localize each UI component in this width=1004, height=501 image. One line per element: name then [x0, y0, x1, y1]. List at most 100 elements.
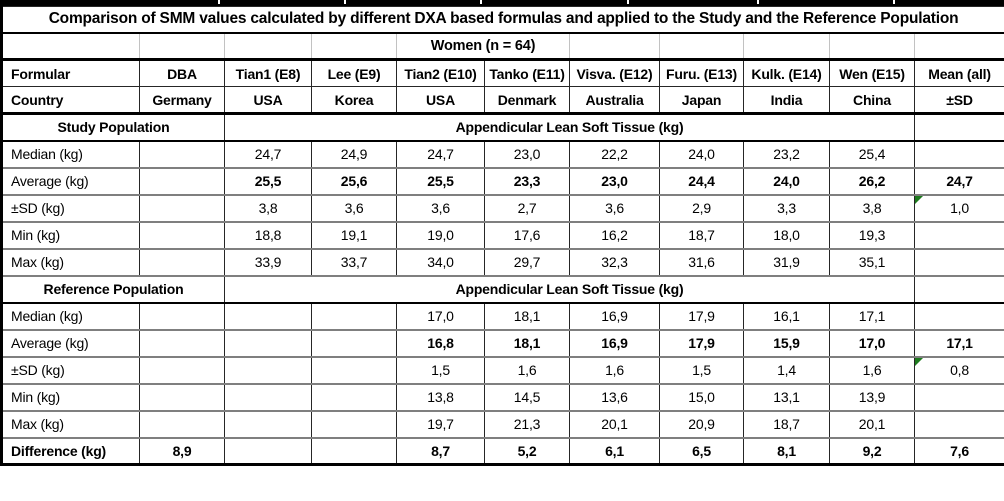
value-cell — [311, 328, 397, 358]
value-cell: 34,0 — [396, 247, 485, 277]
value-cell — [224, 355, 312, 385]
value-cell: 32,3 — [569, 247, 660, 277]
reference-max-row: Max (kg) 19,7 21,3 20,1 20,9 18,7 20,1 — [1, 409, 1004, 439]
value-cell: 18,7 — [659, 220, 744, 250]
formula-header-cell: Kulk. (E14) — [743, 59, 830, 87]
value-cell: 20,9 — [659, 409, 744, 439]
row-label-cell: Max (kg) — [1, 247, 140, 277]
value-cell: 17,9 — [659, 301, 744, 331]
value-cell: 17,0 — [396, 301, 485, 331]
value-cell — [139, 220, 225, 250]
country-header-row: Country Germany USA Korea USA Denmark Au… — [1, 86, 1004, 115]
row-label-cell: Min (kg) — [1, 382, 140, 412]
subtitle-women-cell: Women (n = 64) — [396, 32, 570, 61]
value-cell: 8,7 — [396, 436, 485, 465]
mean-value-cell — [913, 382, 1004, 412]
value-cell: 22,2 — [569, 139, 660, 169]
gridline-tick — [218, 0, 220, 4]
value-cell: 18,1 — [484, 301, 570, 331]
reference-median-row: Median (kg) 17,0 18,1 16,9 17,9 16,1 17,… — [1, 301, 1004, 331]
value-cell — [139, 193, 225, 223]
formula-header-cell: DBA — [139, 59, 225, 87]
value-cell: 17,0 — [829, 328, 915, 358]
value-cell: 33,9 — [224, 247, 312, 277]
mean-value-cell: 17,1 — [913, 328, 1004, 358]
country-cell: China — [829, 86, 915, 115]
row-label-cell: Median (kg) — [1, 301, 140, 331]
value-cell: 6,5 — [659, 436, 744, 465]
mean-value-cell: 24,7 — [913, 166, 1004, 196]
value-cell: 21,3 — [484, 409, 570, 439]
row-label-cell: Max (kg) — [1, 409, 140, 439]
value-cell — [139, 139, 225, 169]
value-cell: 1,5 — [659, 355, 744, 385]
mean-value-cell — [913, 139, 1004, 169]
value-cell: 6,1 — [569, 436, 660, 465]
value-cell: 25,4 — [829, 139, 915, 169]
study-sd-row: ±SD (kg) 3,8 3,6 3,6 2,7 3,6 2,9 3,3 3,8… — [1, 193, 1004, 223]
country-header-label: Country — [1, 86, 140, 115]
table-title-row: Comparison of SMM values calculated by d… — [0, 6, 1004, 34]
value-cell: 16,9 — [569, 301, 660, 331]
value-cell: 23,0 — [569, 166, 660, 196]
value-cell: 15,0 — [659, 382, 744, 412]
value-cell — [224, 328, 312, 358]
row-label-cell: Average (kg) — [1, 166, 140, 196]
value-cell: 24,7 — [224, 139, 312, 169]
value-cell: 20,1 — [569, 409, 660, 439]
formula-header-cell: Tian2 (E10) — [396, 59, 485, 87]
section-label-cell: Study Population — [1, 112, 225, 142]
formula-header-row: Formular DBA Tian1 (E8) Lee (E9) Tian2 (… — [1, 59, 1004, 87]
value-cell — [311, 355, 397, 385]
row-label-cell: Difference (kg) — [1, 436, 140, 465]
value-cell — [311, 436, 397, 465]
empty-cell — [139, 32, 225, 61]
value-cell: 13,1 — [743, 382, 830, 412]
value-cell: 24,0 — [659, 139, 744, 169]
value-cell: 19,1 — [311, 220, 397, 250]
value-cell: 24,7 — [396, 139, 485, 169]
difference-row: Difference (kg) 8,9 8,7 5,2 6,1 6,5 8,1 … — [1, 436, 1004, 465]
value-cell: 13,6 — [569, 382, 660, 412]
value-cell: 19,7 — [396, 409, 485, 439]
mean-value-cell — [913, 301, 1004, 331]
value-cell: 24,9 — [311, 139, 397, 169]
value-cell: 13,8 — [396, 382, 485, 412]
empty-cell — [913, 32, 1004, 61]
gridline-tick — [344, 0, 346, 4]
value-cell: 23,3 — [484, 166, 570, 196]
country-cell: Japan — [659, 86, 744, 115]
country-cell: Denmark — [484, 86, 570, 115]
empty-cell — [659, 32, 744, 61]
country-cell: Australia — [569, 86, 660, 115]
empty-cell — [1, 32, 140, 61]
value-cell: 24,4 — [659, 166, 744, 196]
value-cell: 3,6 — [311, 193, 397, 223]
value-cell — [224, 409, 312, 439]
study-max-row: Max (kg) 33,9 33,7 34,0 29,7 32,3 31,6 3… — [1, 247, 1004, 277]
study-section-row: Study Population Appendicular Lean Soft … — [1, 112, 1004, 142]
empty-cell — [743, 32, 830, 61]
value-cell: 18,0 — [743, 220, 830, 250]
value-cell: 25,6 — [311, 166, 397, 196]
formula-header-label: Formular — [1, 59, 140, 87]
value-cell — [311, 382, 397, 412]
value-cell: 25,5 — [396, 166, 485, 196]
value-cell: 24,0 — [743, 166, 830, 196]
country-cell: Germany — [139, 86, 225, 115]
value-cell: 3,6 — [569, 193, 660, 223]
value-cell: 17,1 — [829, 301, 915, 331]
value-cell: 16,1 — [743, 301, 830, 331]
value-cell: 31,9 — [743, 247, 830, 277]
value-cell: 14,5 — [484, 382, 570, 412]
value-cell: 26,2 — [829, 166, 915, 196]
value-cell: 9,2 — [829, 436, 915, 465]
mean-value-cell — [913, 220, 1004, 250]
mean-value-cell — [913, 247, 1004, 277]
value-cell: 17,6 — [484, 220, 570, 250]
study-min-row: Min (kg) 18,8 19,1 19,0 17,6 16,2 18,7 1… — [1, 220, 1004, 250]
value-cell: 8,1 — [743, 436, 830, 465]
formula-header-cell: Lee (E9) — [311, 59, 397, 87]
value-cell: 5,2 — [484, 436, 570, 465]
empty-cell — [829, 32, 915, 61]
